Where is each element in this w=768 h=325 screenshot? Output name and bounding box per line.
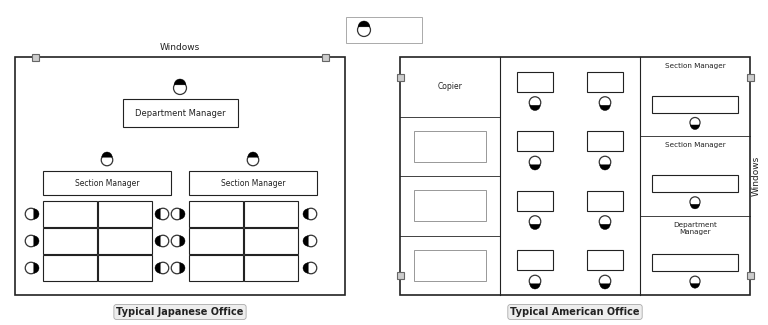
Bar [517, 131, 553, 151]
Bar [414, 250, 486, 281]
Wedge shape [155, 263, 161, 273]
Bar [98, 228, 152, 254]
Bar [746, 73, 753, 81]
Wedge shape [690, 125, 700, 130]
Bar [31, 54, 38, 60]
Wedge shape [303, 209, 308, 219]
Text: Copier: Copier [438, 82, 462, 91]
Wedge shape [530, 224, 540, 229]
Bar [517, 190, 553, 211]
Wedge shape [600, 224, 611, 229]
Text: Section Manager: Section Manager [664, 63, 725, 69]
Text: Department
Manager: Department Manager [673, 222, 717, 235]
Bar [652, 175, 738, 192]
Wedge shape [303, 236, 308, 246]
Bar [346, 17, 422, 43]
Wedge shape [600, 165, 611, 170]
Wedge shape [248, 152, 258, 157]
Bar [98, 201, 152, 227]
Bar [189, 255, 243, 281]
Bar [189, 201, 243, 227]
Bar [746, 271, 753, 279]
Wedge shape [155, 209, 161, 219]
Wedge shape [530, 105, 540, 110]
Bar [396, 73, 403, 81]
Bar [43, 171, 171, 195]
Wedge shape [303, 263, 308, 273]
Bar [396, 271, 403, 279]
Bar [123, 99, 237, 127]
Wedge shape [174, 79, 186, 85]
Bar [189, 228, 243, 254]
Bar [43, 201, 97, 227]
Text: Section Manager: Section Manager [220, 178, 285, 188]
Bar [652, 254, 738, 271]
Wedge shape [180, 236, 185, 246]
Bar [652, 96, 738, 112]
Wedge shape [530, 165, 540, 170]
Wedge shape [180, 209, 185, 219]
Bar [587, 72, 623, 92]
Wedge shape [600, 284, 611, 289]
Bar [244, 255, 298, 281]
Bar [517, 250, 553, 270]
Bar [414, 190, 486, 221]
Bar [15, 57, 345, 295]
Bar [244, 201, 298, 227]
Bar [322, 54, 329, 60]
Bar [43, 255, 97, 281]
Bar [517, 72, 553, 92]
Bar [98, 255, 152, 281]
Text: Storage: Storage [435, 142, 465, 151]
Text: Windows: Windows [752, 156, 760, 196]
Bar [43, 228, 97, 254]
Text: Conference
room: Conference room [429, 196, 472, 215]
Wedge shape [690, 204, 700, 209]
Bar [587, 190, 623, 211]
Wedge shape [34, 236, 39, 246]
Wedge shape [34, 263, 39, 273]
Wedge shape [155, 236, 161, 246]
Text: Department Manager: Department Manager [134, 109, 225, 118]
Text: Typical American Office: Typical American Office [510, 307, 640, 317]
Wedge shape [102, 152, 112, 157]
Bar [189, 171, 317, 195]
Wedge shape [530, 284, 540, 289]
Bar [400, 57, 750, 295]
Bar [414, 131, 486, 162]
Text: Section Manager: Section Manager [74, 178, 139, 188]
Text: Typical Japanese Office: Typical Japanese Office [116, 307, 243, 317]
Wedge shape [600, 105, 611, 110]
Text: Windows: Windows [160, 43, 200, 52]
Wedge shape [358, 21, 370, 27]
Text: Chair: Chair [378, 25, 404, 35]
Wedge shape [34, 209, 39, 219]
Wedge shape [180, 263, 185, 273]
Bar [587, 131, 623, 151]
Text: Section Manager: Section Manager [664, 142, 725, 148]
Bar [244, 228, 298, 254]
Wedge shape [690, 284, 700, 288]
Bar [587, 250, 623, 270]
Text: Conference
room: Conference room [429, 255, 472, 275]
